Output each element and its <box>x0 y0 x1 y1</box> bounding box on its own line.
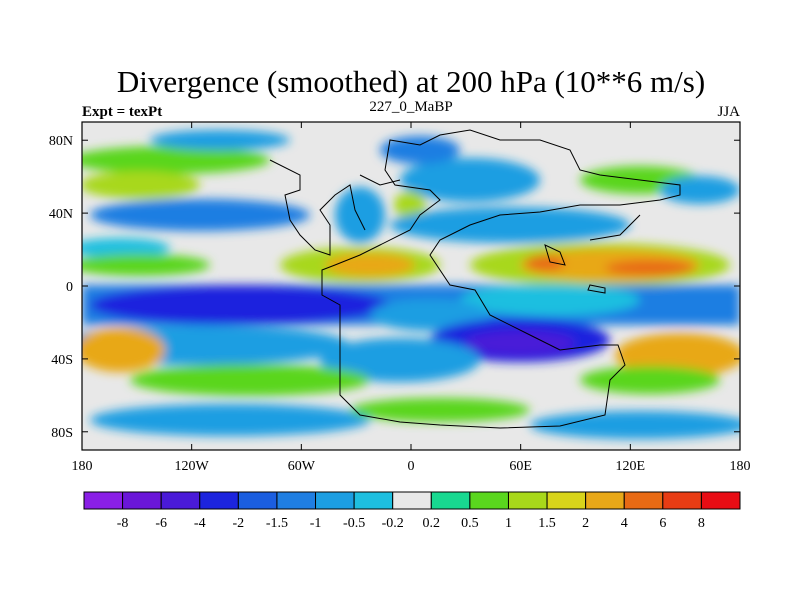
colorbar-swatch <box>237 491 278 510</box>
x-tick-label: 60W <box>288 459 316 474</box>
colorbar-swatch <box>585 491 625 510</box>
colorbar-swatch <box>353 491 394 510</box>
subtitle-left: Expt = texPt <box>82 104 162 120</box>
y-tick-label: 80N <box>49 134 73 149</box>
y-tick-label: 40S <box>51 353 73 368</box>
subtitle-center: 227_0_MaBP <box>369 99 452 115</box>
colorbar-label: 1.5 <box>538 516 556 531</box>
y-tick-label: 40N <box>49 207 73 222</box>
x-tick-label: 180 <box>730 459 751 474</box>
colorbar-label: -1 <box>310 516 322 531</box>
colorbar-swatch <box>623 491 664 510</box>
colorbar-swatch <box>199 491 239 510</box>
colorbar-label: -1.5 <box>266 516 288 531</box>
colorbar-label: -0.2 <box>382 516 404 531</box>
colorbar-swatch <box>392 491 432 510</box>
chart-title: Divergence (smoothed) at 200 hPa (10**6 … <box>117 64 705 99</box>
x-tick-label: 120W <box>175 459 210 474</box>
divergence-field <box>82 122 740 450</box>
x-tick-label: 0 <box>408 459 415 474</box>
colorbar-label: 6 <box>659 516 666 531</box>
colorbar-label: -2 <box>233 516 245 531</box>
subtitle-right: JJA <box>717 104 740 120</box>
colorbar-swatch <box>160 491 201 510</box>
x-tick-label: 120E <box>616 459 646 474</box>
colorbar-label: 0.2 <box>423 516 441 531</box>
colorbar-label: -0.5 <box>343 516 365 531</box>
colorbar-label: -4 <box>194 516 206 531</box>
colorbar-swatch <box>430 491 471 510</box>
x-axis: 180 120W 60W 0 60E 120E 180 <box>72 122 751 474</box>
colorbar-swatch <box>662 491 702 510</box>
colorbar-swatch <box>276 491 317 510</box>
colorbar-label: 2 <box>582 516 589 531</box>
colorbar-label: -6 <box>155 516 167 531</box>
colorbar-swatch <box>83 491 124 510</box>
colorbar-swatch <box>122 491 162 510</box>
colorbar-swatch <box>546 491 587 510</box>
colorbar-label: 8 <box>698 516 705 531</box>
x-tick-label: 180 <box>72 459 93 474</box>
colorbar-swatch <box>469 491 509 510</box>
colorbar-label: -8 <box>117 516 129 531</box>
x-tick-label: 60E <box>509 459 532 474</box>
continent-outline <box>269 129 681 429</box>
colorbar-label: 0.5 <box>461 516 479 531</box>
colorbar-label: 4 <box>621 516 628 531</box>
colorbar: -8 -6 -4 -2 -1.5 -1 -0.5 -0.2 0.2 0.5 1 1.5 2 4 6 8 <box>83 491 741 531</box>
y-axis: 80N 40N 0 40S 80S <box>49 134 740 441</box>
colorbar-swatch <box>700 491 741 510</box>
colorbar-swatch <box>315 491 355 510</box>
y-tick-label: 0 <box>66 280 73 295</box>
y-tick-label: 80S <box>51 426 73 441</box>
colorbar-swatch <box>507 491 548 510</box>
colorbar-label: 1 <box>505 516 512 531</box>
